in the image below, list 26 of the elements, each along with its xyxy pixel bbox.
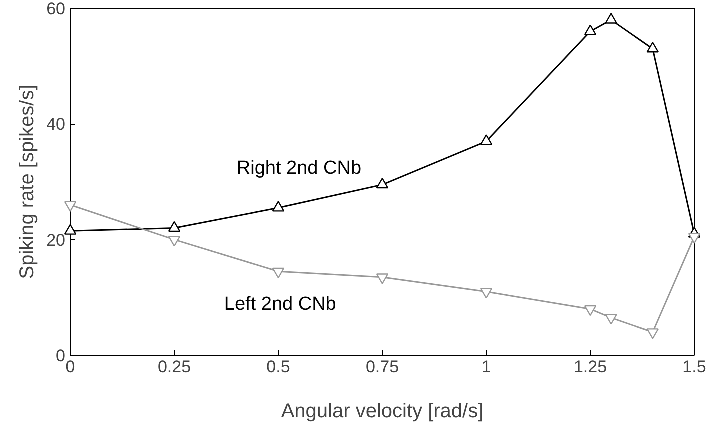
- y-tick-label: 60: [46, 0, 66, 18]
- x-axis-title: Angular velocity [rad/s]: [281, 400, 484, 422]
- point: [480, 288, 493, 299]
- y-tick-label: 20: [46, 230, 66, 250]
- point: [168, 236, 181, 247]
- point: [646, 328, 659, 340]
- point: [376, 274, 389, 284]
- point: [272, 268, 285, 279]
- point: [584, 305, 597, 316]
- point: [605, 314, 618, 325]
- y-axis-title: Spiking rate [spikes/s]: [16, 84, 39, 280]
- point: [688, 233, 701, 244]
- point: [605, 13, 618, 24]
- point: [480, 134, 493, 146]
- x-tick-label: 1.5: [682, 358, 706, 376]
- point: [584, 24, 597, 36]
- series-label: Right 2nd CNb: [236, 158, 362, 180]
- x-tick-label: 0.5: [266, 358, 290, 376]
- x-tick-label: 1.25: [574, 358, 608, 376]
- x-tick-label: 0.25: [158, 358, 192, 376]
- y-tick-label: 40: [46, 115, 66, 134]
- x-tick-label: 0.75: [366, 358, 400, 376]
- series-label: Left 2nd CNb: [224, 294, 336, 316]
- point: [64, 201, 77, 212]
- point: [646, 42, 659, 53]
- x-tick-label: 1: [482, 358, 492, 376]
